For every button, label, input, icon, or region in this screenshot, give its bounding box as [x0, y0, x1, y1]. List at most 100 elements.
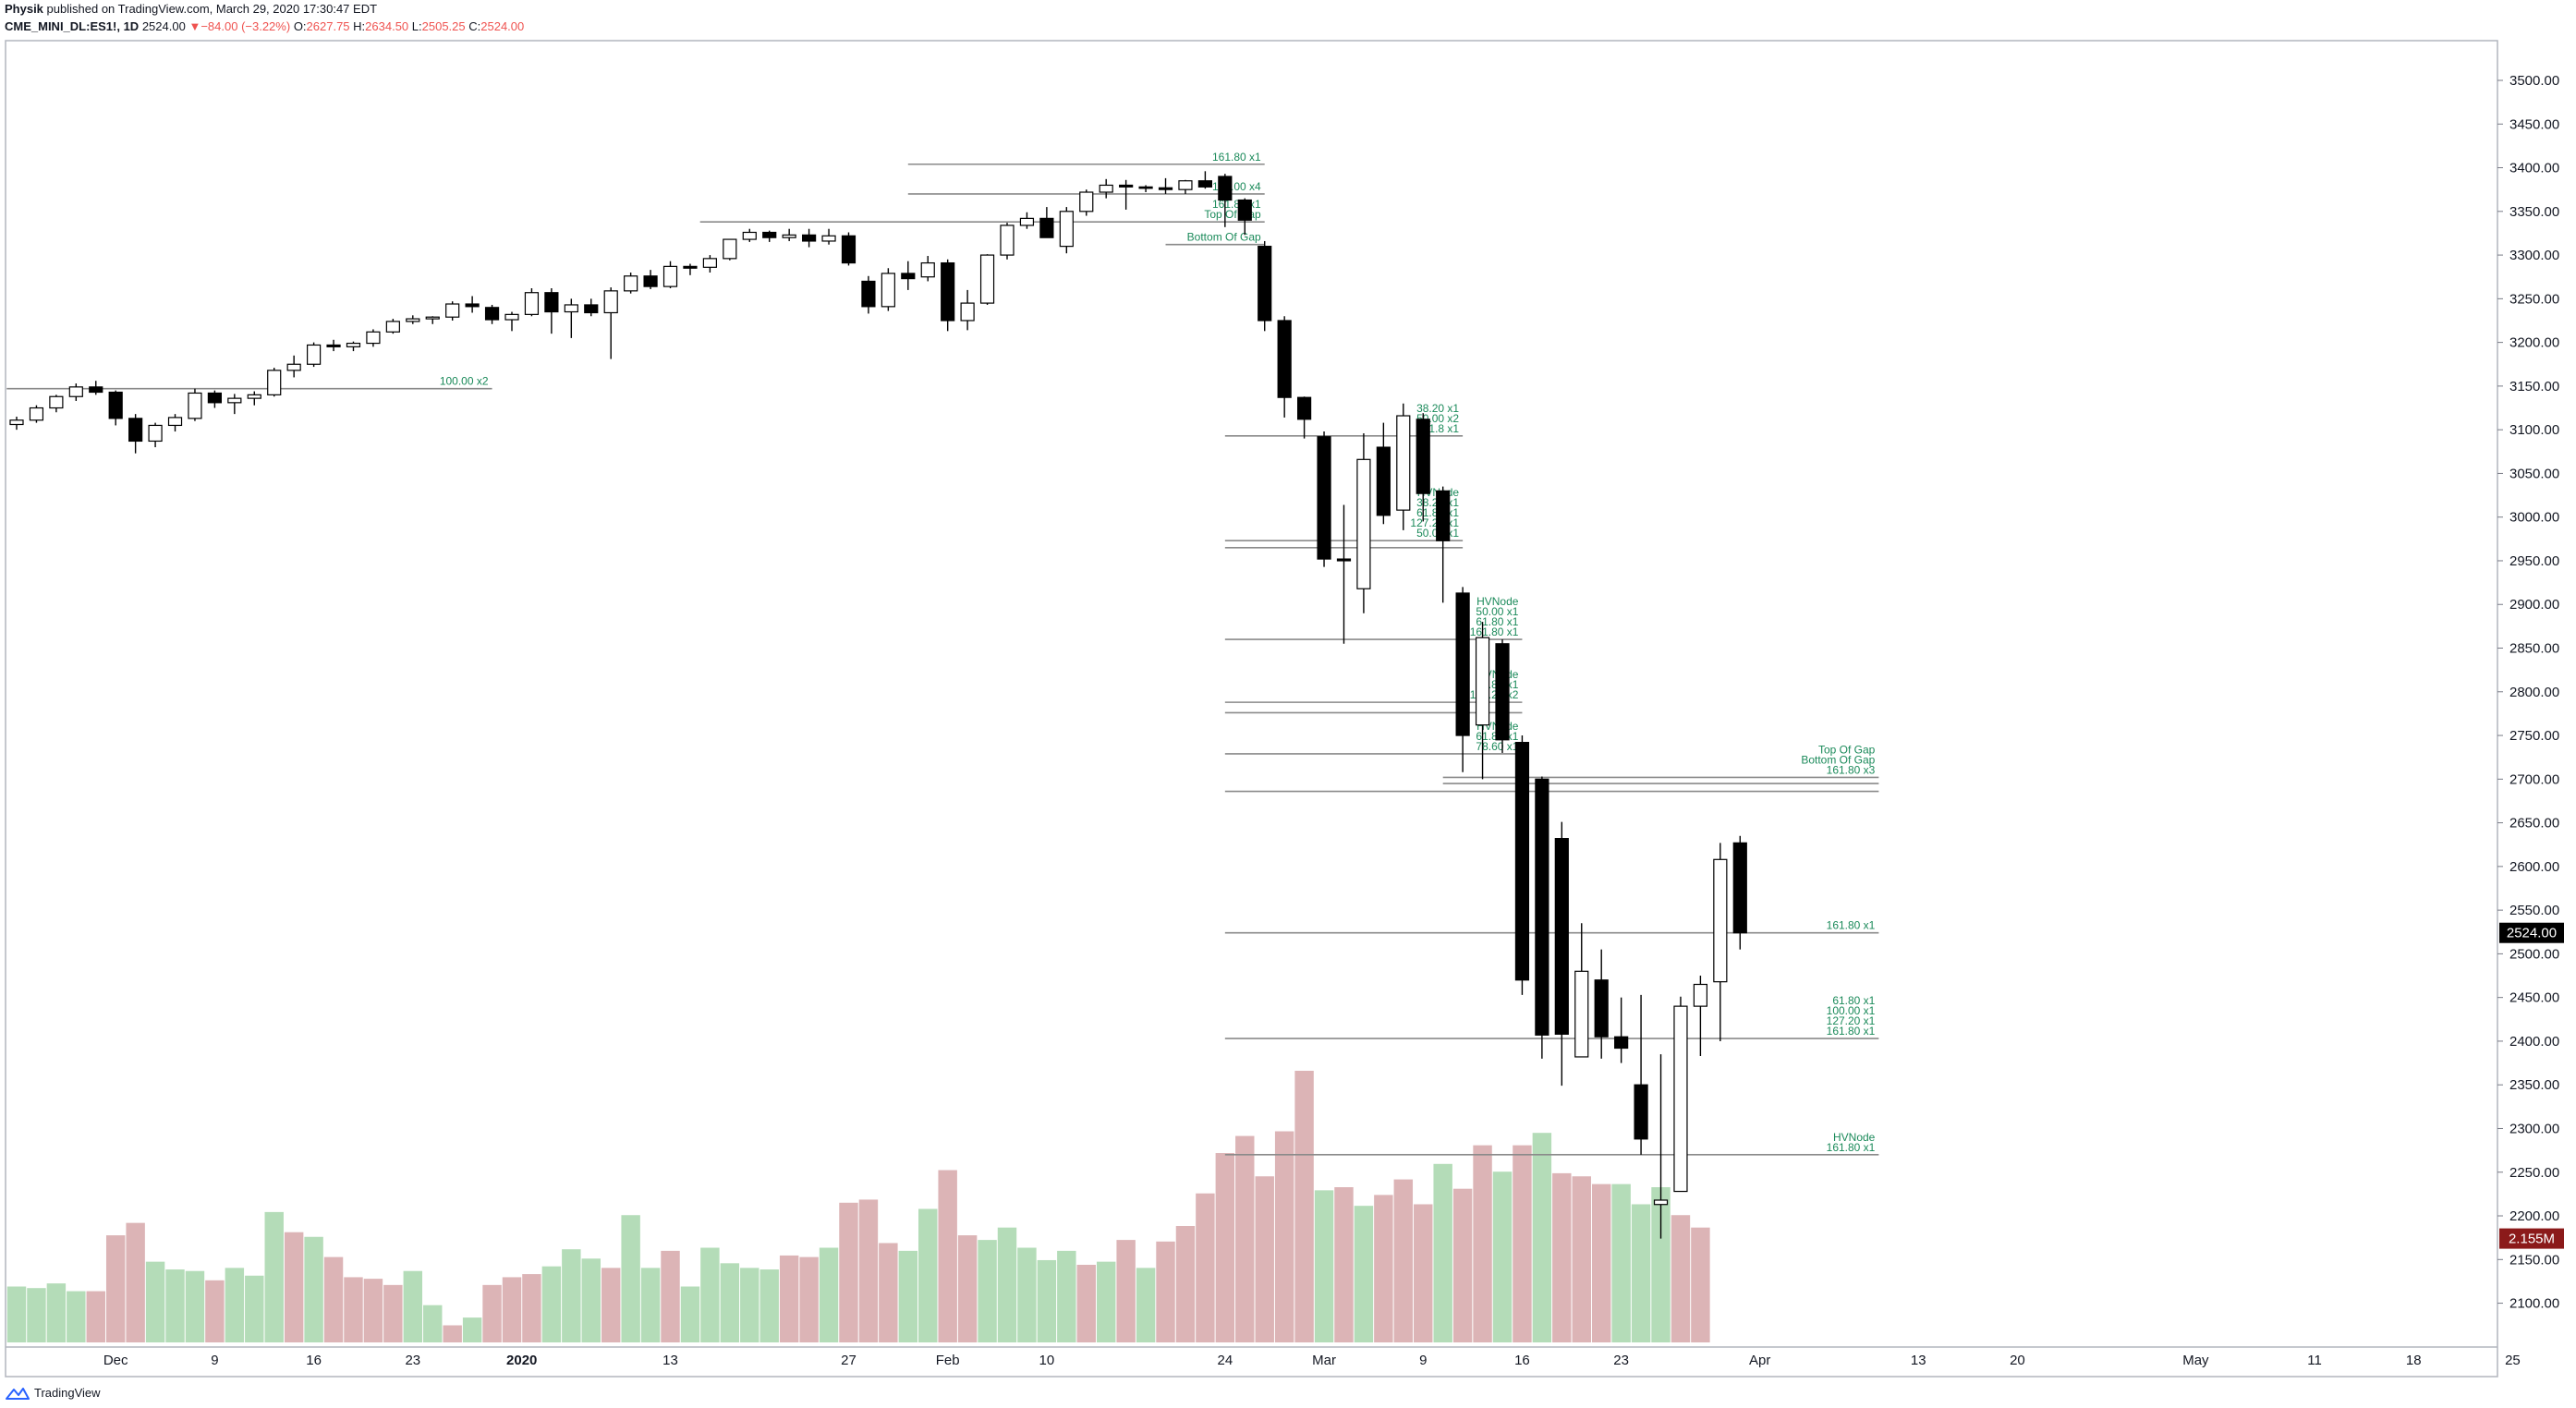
candle-down: [89, 386, 103, 394]
volume-bar: [443, 1325, 462, 1342]
candle-up: [1000, 225, 1015, 256]
price-tick-label: 2250.00: [2509, 1165, 2559, 1181]
time-tick-label: 16: [1514, 1353, 1530, 1368]
price-tick-label: 2550.00: [2509, 903, 2559, 918]
volume-bar: [1393, 1179, 1414, 1342]
tradingview-footer[interactable]: TradingView: [6, 1386, 101, 1400]
candle-up: [346, 342, 361, 347]
candle-up: [29, 407, 44, 421]
fib-level-label: 161.80 x1: [1470, 625, 1519, 638]
volume-bar: [1116, 1240, 1136, 1342]
volume-bar: [759, 1269, 779, 1342]
symbol-name[interactable]: CME_MINI_DL:ES1!, 1D: [5, 19, 140, 33]
volume-bar: [1651, 1187, 1671, 1342]
price-tick-label: 3250.00: [2509, 291, 2559, 307]
volume-bar: [1671, 1215, 1691, 1342]
price-tick-label: 2350.00: [2509, 1077, 2559, 1093]
candle-down: [1258, 246, 1272, 322]
fib-level-label: 61.80 x1: [1476, 615, 1518, 628]
price-change: −84.00 (−3.22%): [200, 19, 291, 33]
volume-bar: [27, 1288, 46, 1342]
time-tick-label: 16: [306, 1353, 322, 1368]
volume-bar: [46, 1283, 67, 1342]
candle-down: [465, 303, 480, 308]
symbol-header: CME_MINI_DL:ES1!, 1D 2524.00 ▼−84.00 (−3…: [5, 19, 524, 33]
volume-bar: [1314, 1190, 1334, 1342]
volume-bar: [1532, 1133, 1552, 1342]
volume-bar: [344, 1277, 363, 1342]
last-price: 2524.00: [141, 19, 186, 33]
volume-bar: [898, 1250, 918, 1342]
volume-bar: [323, 1256, 344, 1342]
volume-bar: [1334, 1187, 1354, 1342]
volume-bar: [363, 1279, 383, 1342]
candle-up: [504, 313, 519, 321]
volume-bar: [1294, 1071, 1314, 1342]
time-tick-label: 18: [2406, 1353, 2422, 1368]
candle-down: [1119, 184, 1134, 188]
time-tick-label: 24: [1217, 1353, 1233, 1368]
volume-bar: [1136, 1268, 1156, 1342]
price-tick-label: 2600.00: [2509, 859, 2559, 875]
time-tick-label: 9: [1419, 1353, 1427, 1368]
volume-bar: [858, 1199, 879, 1342]
volume-bar: [640, 1268, 661, 1342]
candle-down: [1237, 199, 1252, 221]
volume-bar: [145, 1261, 165, 1342]
candle-down: [108, 391, 123, 419]
fib-level-label: 161.80 x1: [1827, 1025, 1876, 1038]
candle-down: [1455, 592, 1470, 736]
candle-up: [1673, 1005, 1688, 1193]
time-tick-label: Mar: [1312, 1353, 1336, 1368]
price-tick-label: 3150.00: [2509, 379, 2559, 394]
price-tick-label: 3100.00: [2509, 422, 2559, 438]
volume-bar: [1255, 1176, 1274, 1342]
candle-down: [1594, 979, 1609, 1038]
fib-level-label: Top Of Gap: [1818, 743, 1876, 756]
time-tick-label: 20: [2010, 1353, 2025, 1368]
candle-up: [307, 344, 322, 365]
candle-up: [267, 370, 282, 395]
price-tick-label: 2850.00: [2509, 641, 2559, 657]
candles: [9, 171, 1747, 1239]
candle-down: [1732, 842, 1747, 934]
candle-up: [1059, 211, 1074, 248]
candle-down: [1277, 320, 1292, 398]
publish-info: published on TradingView.com, March 29, …: [46, 2, 378, 16]
low-value: 2505.25: [421, 19, 466, 33]
candle-down: [484, 307, 500, 321]
volume-bar: [720, 1263, 740, 1342]
candle-down: [643, 275, 658, 287]
candle-up: [9, 419, 24, 426]
volume-bar: [6, 1286, 27, 1342]
chart-frame: [5, 40, 2498, 1378]
volume-bar: [1513, 1145, 1532, 1342]
time-tick-label: 10: [1039, 1353, 1055, 1368]
price-tick-label: 3350.00: [2509, 204, 2559, 220]
candle-up: [148, 424, 163, 443]
volume-bar: [1354, 1206, 1374, 1342]
publish-header: Physik published on TradingView.com, Mar…: [5, 2, 377, 16]
candle-up: [68, 386, 83, 397]
change-down-icon: ▼: [188, 19, 201, 33]
volume-bar: [1235, 1135, 1255, 1342]
volume-bar: [1156, 1241, 1175, 1342]
candle-down: [1138, 186, 1153, 189]
time-axis[interactable]: Dec 9 16 23 2020 13 27 Feb 10 24 Mar 9 16 23 Apr 13 20 Ma…: [103, 1353, 2521, 1368]
author-name[interactable]: Physik: [5, 2, 43, 16]
candle-down: [1158, 187, 1173, 190]
candle-up: [662, 265, 678, 287]
high-label: H:: [353, 19, 366, 33]
candle-down: [1416, 419, 1430, 494]
candle-up: [742, 231, 757, 240]
candle-up: [445, 303, 460, 318]
volume-bar: [680, 1286, 700, 1342]
candle-down: [1614, 1036, 1629, 1050]
candle-up: [1019, 217, 1035, 226]
price-axis[interactable]: 2100.00 2150.00 2200.00 2250.00 2300.00 2350.…: [2497, 73, 2559, 1312]
fib-level-label: 38.20 x1: [1416, 402, 1459, 415]
candle-up: [1693, 983, 1708, 1007]
candle-up: [702, 258, 718, 268]
volume-bar: [522, 1274, 541, 1342]
